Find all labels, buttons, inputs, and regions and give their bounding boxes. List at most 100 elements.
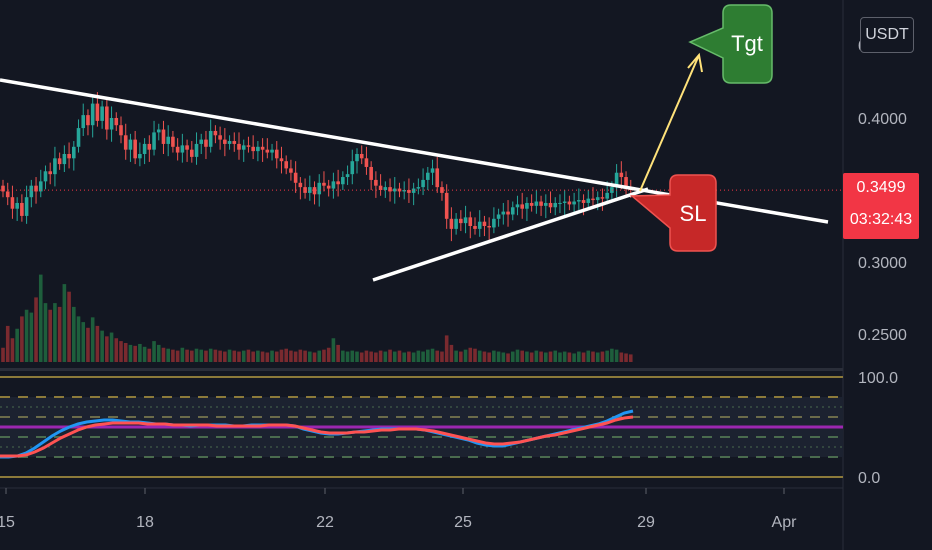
- candle-body: [166, 136, 170, 144]
- volume-bar: [241, 350, 246, 362]
- volume-bar: [435, 350, 440, 362]
- candle-body: [260, 146, 265, 150]
- candle-body: [114, 118, 119, 126]
- volume-bar: [614, 349, 619, 362]
- volume-bar: [350, 350, 355, 362]
- volume-bar: [624, 353, 628, 362]
- candle-body: [614, 172, 619, 188]
- candle-body: [411, 188, 416, 193]
- candle-body: [24, 197, 29, 216]
- candle-body: [95, 103, 100, 121]
- price-tick-label: 0.4000: [858, 111, 907, 128]
- candle-body: [15, 202, 19, 209]
- candle-body: [298, 182, 303, 188]
- candle-body: [175, 146, 180, 153]
- currency-button[interactable]: USDT: [860, 17, 914, 53]
- volume-bar: [619, 352, 624, 362]
- target-callout[interactable]: Tgt: [688, 4, 773, 84]
- support-trendline[interactable]: [372, 187, 649, 282]
- candle-body: [119, 125, 123, 136]
- volume-bar: [378, 350, 383, 362]
- volume-bar: [147, 348, 152, 362]
- candle-body: [426, 172, 430, 180]
- candle-body: [256, 146, 260, 152]
- candle-body: [133, 139, 137, 159]
- volume-bar: [312, 352, 317, 362]
- volume-bar: [1, 347, 5, 362]
- candle-body: [355, 154, 359, 162]
- volume-bar: [345, 351, 350, 362]
- candle-body: [161, 129, 166, 144]
- candle-body: [477, 221, 482, 229]
- volume-bar: [289, 350, 293, 362]
- candle-body: [199, 139, 204, 144]
- candle-body: [265, 149, 270, 153]
- volume-bar: [57, 306, 62, 362]
- volume-bar: [161, 347, 166, 362]
- volume-bar: [322, 349, 326, 362]
- candle-body: [473, 226, 477, 229]
- volume-bar: [430, 348, 435, 362]
- volume-bar: [562, 351, 567, 362]
- candle-body: [5, 191, 10, 198]
- volume-bar: [100, 330, 104, 362]
- volume-bar: [298, 349, 303, 362]
- volume-bar: [38, 274, 43, 362]
- volume-bar: [251, 351, 255, 362]
- volume-bar: [558, 352, 562, 362]
- candle-body: [90, 103, 95, 126]
- volume-bar: [534, 350, 539, 362]
- candle-body: [57, 158, 62, 165]
- candle-body: [525, 202, 529, 209]
- candle-body: [558, 202, 562, 204]
- volume-bar: [482, 351, 487, 362]
- target-arrow[interactable]: [639, 54, 700, 192]
- volume-bar: [369, 351, 373, 362]
- candle-body: [180, 145, 185, 153]
- candle-body: [487, 226, 491, 228]
- candle-body: [336, 181, 340, 185]
- candle-body: [397, 188, 402, 192]
- candle-body: [322, 182, 326, 186]
- volume-bar: [317, 350, 322, 362]
- candle-body: [86, 115, 90, 126]
- volume-bar: [138, 343, 142, 362]
- volume-bar: [506, 353, 510, 362]
- panel-separator[interactable]: [0, 368, 843, 371]
- volume-bar: [29, 312, 34, 362]
- volume-bar: [595, 352, 600, 362]
- volume-bar: [142, 346, 147, 362]
- candle-body: [270, 149, 274, 153]
- candle-body: [454, 218, 458, 229]
- candle-body: [430, 168, 435, 173]
- candle-body: [10, 197, 15, 209]
- candle-body: [567, 201, 572, 205]
- volume-bar: [308, 351, 312, 362]
- volume-bar: [402, 352, 406, 362]
- volume-bar: [496, 351, 501, 362]
- volume-bar: [392, 351, 397, 362]
- candle-body: [383, 187, 388, 190]
- candle-body: [345, 174, 350, 178]
- candle-body: [293, 172, 298, 183]
- volume-bar: [81, 322, 86, 362]
- candle-body: [341, 177, 345, 185]
- stoploss-callout[interactable]: SL: [630, 174, 717, 252]
- volume-bar: [208, 348, 213, 362]
- volume-bar: [24, 309, 29, 362]
- volume-bar: [397, 350, 402, 362]
- time-tick-label: Apr: [772, 514, 798, 531]
- volume-bar: [274, 351, 279, 362]
- volume-bar: [119, 341, 123, 362]
- volume-bar: [15, 328, 19, 362]
- volume-bar: [114, 338, 119, 362]
- volume-bar: [581, 352, 586, 362]
- volume-bar: [487, 352, 491, 362]
- candle-body: [553, 202, 558, 208]
- candle-body: [48, 171, 52, 175]
- volume-bar: [444, 335, 449, 362]
- volume-bar: [293, 351, 298, 362]
- target-arrowhead: [687, 52, 703, 73]
- candle-body: [303, 187, 307, 193]
